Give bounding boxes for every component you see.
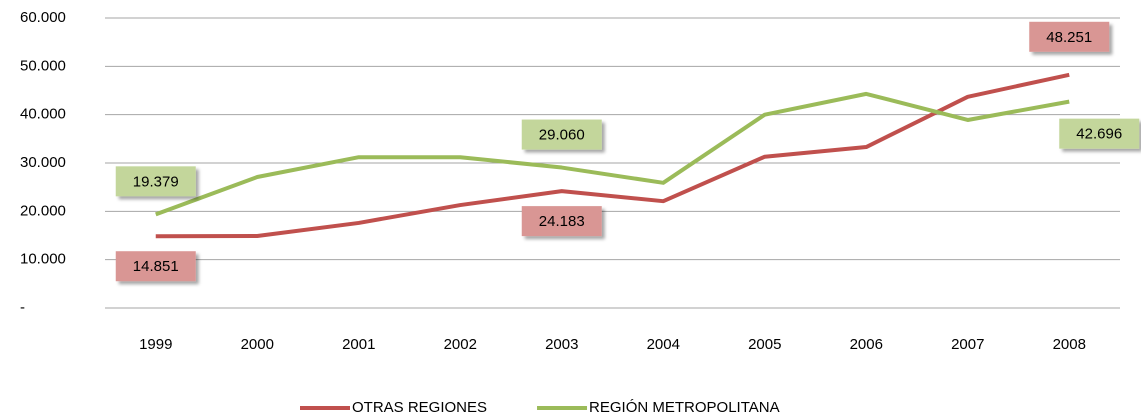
data-label-box	[521, 119, 602, 150]
x-tick-label: 2003	[545, 336, 578, 353]
data-label: 14.851	[115, 251, 196, 282]
x-tick-label: 2001	[342, 336, 375, 353]
y-tick-label: 60.000	[20, 9, 66, 26]
y-tick-label: -	[20, 299, 25, 316]
data-label-box	[521, 206, 602, 237]
data-label: 29.060	[521, 119, 602, 150]
y-tick-label: 50.000	[20, 57, 66, 74]
data-label-text: 48.251	[1046, 29, 1092, 46]
data-label: 48.251	[1029, 21, 1110, 52]
x-tick-label: 1999	[139, 336, 172, 353]
x-tick-label: 2004	[647, 336, 680, 353]
y-tick-label: 40.000	[20, 106, 66, 123]
data-label-text: 19.379	[133, 173, 179, 190]
data-label-box	[1059, 118, 1140, 149]
data-label-box	[1029, 21, 1110, 52]
data-label: 42.696	[1059, 118, 1140, 149]
legend-label: OTRAS REGIONES	[352, 399, 487, 416]
data-label-box	[115, 166, 196, 197]
legend-label: REGIÓN METROPOLITANA	[589, 399, 780, 416]
y-tick-label: 10.000	[20, 251, 66, 268]
x-tick-label: 2008	[1053, 336, 1086, 353]
data-label: 24.183	[521, 206, 602, 237]
data-label-text: 14.851	[133, 258, 179, 275]
x-tick-label: 2006	[850, 336, 883, 353]
data-label-text: 42.696	[1076, 126, 1122, 143]
data-label-text: 24.183	[539, 213, 585, 230]
series-line	[155, 72, 1070, 239]
y-tick-label: 30.000	[20, 154, 66, 171]
x-tick-label: 2005	[748, 336, 781, 353]
data-label: 19.379	[115, 166, 196, 197]
data-label-text: 29.060	[539, 127, 585, 144]
x-tick-label: 2000	[241, 336, 274, 353]
data-label-box	[115, 251, 196, 282]
y-tick-label: 20.000	[20, 202, 66, 219]
x-tick-label: 2002	[444, 336, 477, 353]
series-line	[155, 91, 1070, 217]
x-tick-label: 2007	[951, 336, 984, 353]
